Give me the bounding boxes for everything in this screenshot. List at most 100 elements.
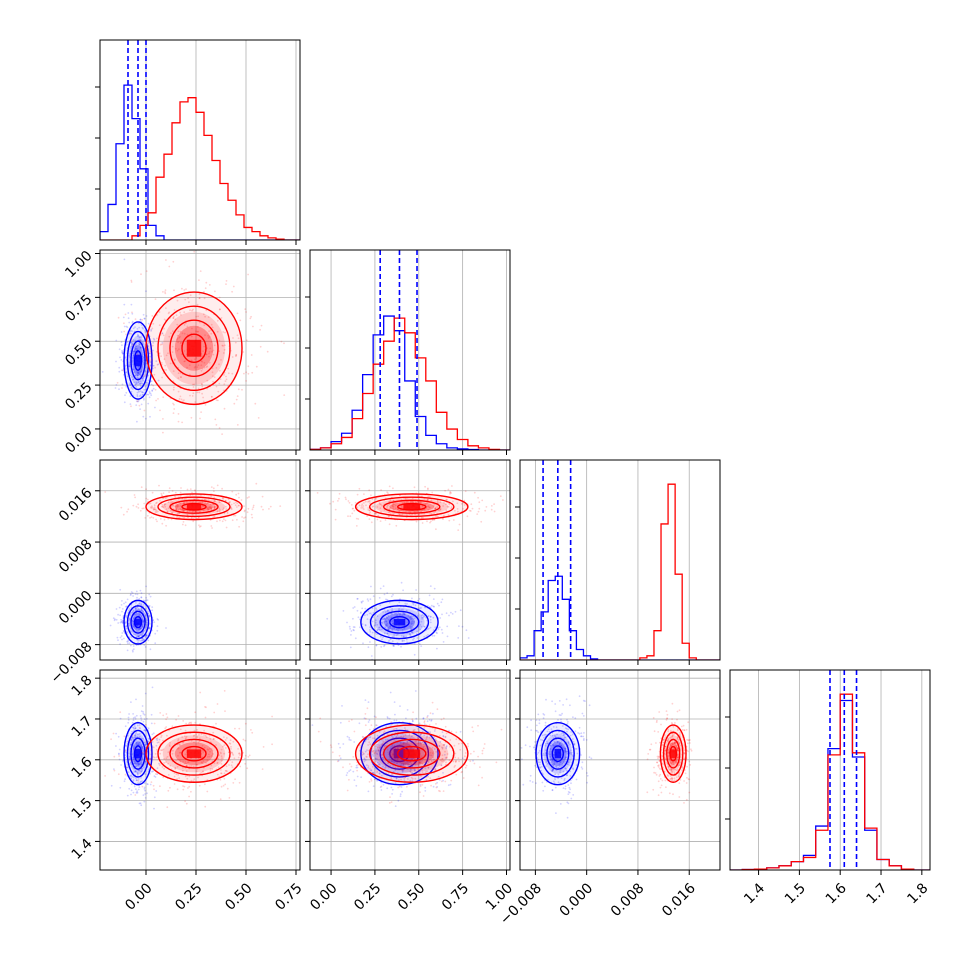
scatter-point [420, 645, 423, 647]
scatter-point [430, 499, 433, 502]
scatter-point [172, 388, 175, 391]
scatter-point [171, 330, 174, 333]
scatter-point [227, 372, 230, 375]
scatter-point [566, 774, 568, 777]
scatter-point [137, 635, 140, 638]
scatter-point [127, 719, 130, 721]
scatter-point [143, 782, 146, 785]
scatter-point [199, 691, 202, 694]
scatter-point [381, 505, 383, 507]
scatter-point [549, 744, 552, 747]
scatter-point [441, 632, 444, 634]
scatter-point [124, 725, 127, 728]
scatter-point [137, 635, 140, 638]
scatter-point [411, 777, 414, 780]
scatter-point [371, 607, 374, 610]
scatter-point [536, 730, 538, 732]
scatter-point [128, 361, 131, 364]
scatter-point [473, 491, 476, 494]
scatter-point [158, 352, 161, 355]
scatter-point [188, 748, 190, 750]
scatter-point [563, 734, 566, 736]
scatter-point [461, 757, 464, 760]
grid-p20 [100, 460, 300, 660]
scatter-point [140, 346, 142, 349]
scatter-point [130, 384, 132, 387]
scatter-point [414, 763, 417, 766]
scatter-point [182, 785, 184, 787]
scatter-point [223, 348, 226, 351]
scatter-point [560, 744, 563, 747]
scatter-point [150, 507, 153, 509]
scatter-point [398, 513, 401, 516]
scatter-point [144, 615, 147, 617]
scatter-point [403, 612, 406, 615]
panel-p31 [305, 669, 511, 875]
scatter-point [400, 608, 403, 611]
scatter-point [136, 606, 139, 608]
scatter-point [124, 749, 127, 751]
density-peak [393, 618, 406, 626]
scatter-point [183, 332, 186, 335]
scatter-point [384, 767, 386, 769]
scatter-point [148, 623, 151, 625]
scatter-point [192, 520, 195, 523]
scatter-point [182, 521, 185, 523]
scatter-point [131, 342, 134, 345]
scatter-point [563, 777, 566, 780]
scatter-point [167, 762, 170, 765]
scatter-point [121, 383, 124, 386]
scatter-point [251, 516, 254, 519]
scatter-point [140, 609, 143, 612]
scatter-point [205, 736, 208, 738]
scatter-point [130, 789, 133, 792]
scatter-point [356, 766, 359, 769]
scatter-point [134, 770, 137, 773]
scatter-point [529, 774, 532, 777]
scatter-point [382, 765, 384, 768]
scatter-point [138, 395, 141, 397]
panel-p21 [305, 459, 511, 665]
scatter-point [219, 778, 222, 781]
scatter-point [139, 802, 142, 805]
scatter-point [147, 322, 150, 325]
scatter-point [139, 394, 142, 396]
scatter-point [346, 772, 349, 774]
contour-red [169, 738, 219, 769]
scatter-point [431, 746, 434, 749]
scatter-point [120, 618, 122, 621]
scatter-point [164, 497, 167, 500]
scatter-point [362, 642, 364, 645]
scatter-point [329, 744, 332, 747]
scatter-point [399, 613, 401, 616]
scatter-point [566, 722, 569, 725]
scatter-point [183, 498, 186, 500]
scatter-point [119, 588, 122, 591]
scatter-point [430, 720, 433, 722]
scatter-point [145, 290, 147, 293]
scatter-point [413, 728, 416, 731]
scatter-point [203, 746, 206, 749]
scatter-point [361, 754, 364, 756]
scatter-point [557, 719, 559, 721]
scatter-point [128, 382, 131, 385]
scatter-point [201, 360, 204, 363]
scatter-point [384, 626, 387, 629]
scatter-point [432, 785, 435, 788]
scatter-point [207, 316, 210, 318]
scatter-point [382, 756, 384, 759]
scatter-point [560, 714, 562, 717]
scatter-point [446, 625, 449, 628]
scatter-point [182, 760, 185, 763]
grid-p21 [310, 460, 510, 660]
scatter-point [421, 741, 424, 744]
scatter-point [458, 760, 460, 763]
scatter-point [134, 734, 137, 737]
scatter-point [423, 614, 425, 617]
scatter-point [137, 400, 139, 403]
scatter-point [198, 733, 200, 736]
scatter-point [241, 388, 243, 391]
scatter-point [483, 743, 486, 745]
scatter-point [229, 742, 232, 745]
scatter-point [215, 385, 218, 388]
